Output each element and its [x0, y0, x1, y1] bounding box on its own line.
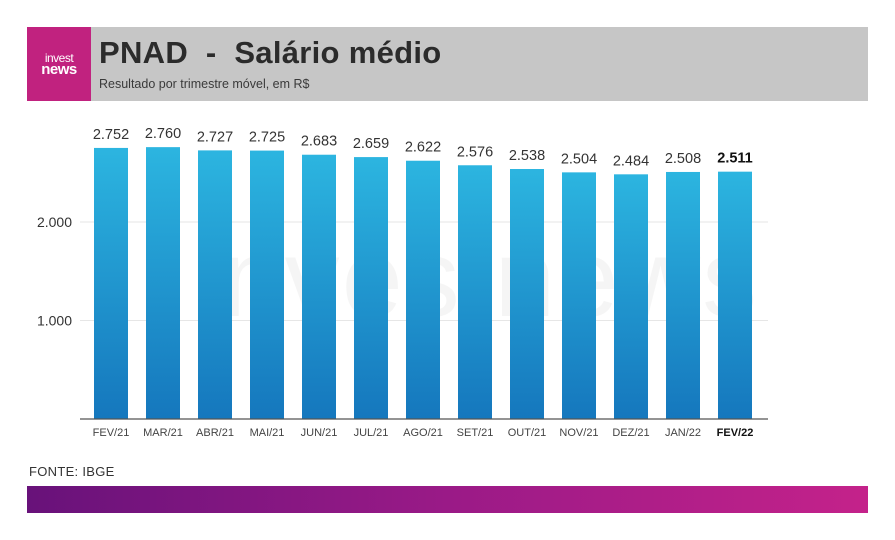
x-tick-label: ABR/21	[196, 427, 234, 439]
data-label: 2.622	[405, 140, 441, 156]
header-banner: invest news PNAD - Salário médio Resulta…	[27, 27, 868, 101]
bar	[562, 172, 596, 419]
bar	[94, 147, 128, 420]
labels-layer: 1.000 2.000 2.752 FEV/21 2.760 MAR/21 2.727 ABR…	[37, 126, 753, 439]
x-tick-label: JAN/22	[665, 427, 701, 439]
investnews-logo: invest news	[27, 27, 91, 101]
bar	[354, 157, 388, 419]
bar	[718, 171, 752, 419]
x-tick-label: MAR/21	[143, 427, 183, 439]
bar	[614, 174, 648, 419]
bar	[666, 171, 700, 419]
x-tick-label: FEV/22	[717, 427, 754, 439]
bar	[250, 150, 284, 419]
bars-layer	[94, 147, 752, 420]
logo-line1: invest	[44, 51, 74, 65]
y-tick-label: 2.000	[37, 214, 72, 230]
x-tick-label: OUT/21	[508, 427, 547, 439]
data-label: 2.725	[249, 130, 285, 146]
x-tick-label: JUL/21	[354, 427, 389, 439]
bar	[510, 169, 544, 419]
data-label: 2.508	[665, 151, 701, 167]
data-label: 2.504	[561, 151, 597, 167]
data-label: 2.484	[613, 153, 649, 169]
data-label: 2.727	[197, 129, 233, 145]
x-tick-label: AGO/21	[403, 427, 443, 439]
x-tick-label: DEZ/21	[612, 427, 649, 439]
bar	[458, 165, 492, 419]
source-note: FONTE: IBGE	[29, 464, 115, 479]
x-tick-label: MAI/21	[250, 427, 285, 439]
data-label: 2.760	[145, 126, 181, 142]
x-tick-label: SET/21	[457, 427, 494, 439]
data-label: 2.511	[717, 151, 753, 167]
y-tick-label: 1.000	[37, 313, 72, 329]
data-label: 2.683	[301, 134, 337, 150]
x-tick-label: FEV/21	[93, 427, 130, 439]
data-label: 2.659	[353, 136, 389, 152]
bottom-gradient-bar	[27, 486, 868, 513]
x-tick-label: JUN/21	[301, 427, 338, 439]
data-label: 2.576	[457, 144, 493, 160]
bar	[406, 160, 440, 419]
bar-chart: 1.000 2.000 2.752 FEV/21 2.760 MAR/21 2.727 ABR…	[37, 126, 768, 439]
logo-line2: news	[41, 61, 77, 78]
bar	[198, 150, 232, 419]
chart-title: PNAD - Salário médio	[99, 35, 442, 70]
data-label: 2.538	[509, 148, 545, 164]
chart-subtitle: Resultado por trimestre móvel, em R$	[99, 77, 310, 91]
data-label: 2.752	[93, 127, 129, 143]
x-tick-label: NOV/21	[559, 427, 598, 439]
bar	[302, 154, 336, 420]
bar	[146, 147, 180, 419]
